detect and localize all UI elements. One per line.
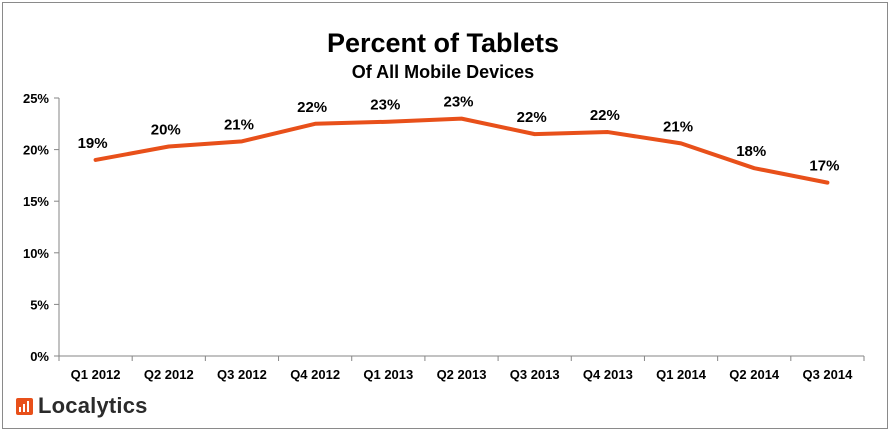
x-tick-label: Q4 2012 — [290, 367, 340, 382]
x-tick-label: Q2 2013 — [437, 367, 487, 382]
x-tick-label: Q2 2014 — [729, 367, 780, 382]
x-tick-label: Q2 2012 — [144, 367, 194, 382]
data-label: 22% — [517, 109, 547, 126]
y-tick-label: 5% — [30, 297, 49, 312]
data-label: 23% — [370, 97, 400, 114]
series-line — [93, 116, 830, 185]
data-label: 18% — [736, 143, 766, 160]
x-tick-label: Q1 2014 — [656, 367, 707, 382]
x-axis-tick-labels: Q1 2012 Q2 2012 Q3 2012 Q4 2012 Q1 2013 Q2 20… — [71, 367, 853, 382]
chart-frame — [2, 2, 888, 429]
chart-title: Percent of Tablets — [326, 28, 560, 58]
data-label: 19% — [78, 135, 108, 152]
x-tick-label: Q1 2013 — [363, 367, 413, 382]
y-tick-label: 10% — [23, 246, 49, 261]
chart-axes — [54, 97, 865, 361]
bar-chart-logo-icon — [16, 397, 33, 415]
series-layer — [93, 116, 830, 185]
data-label: 20% — [151, 122, 181, 139]
data-label: 21% — [663, 118, 693, 135]
data-label: 17% — [809, 158, 839, 175]
data-label: 21% — [224, 116, 254, 133]
data-labels: 19% 20% 21% 22% 23% 23% 22% 22% 21% 18% 17% — [78, 94, 840, 175]
y-tick-label: 25% — [23, 91, 49, 106]
data-label: 22% — [590, 107, 620, 124]
brand-logo: Localytics — [16, 393, 148, 419]
chart-subtitle: Of All Mobile Devices — [351, 62, 535, 82]
x-tick-label: Q3 2012 — [217, 367, 267, 382]
data-label: 22% — [297, 99, 327, 116]
x-tick-label: Q1 2012 — [71, 367, 121, 382]
x-tick-label: Q3 2014 — [802, 367, 853, 382]
y-tick-label: 0% — [30, 349, 49, 364]
x-tick-label: Q3 2013 — [510, 367, 560, 382]
y-tick-label: 20% — [23, 143, 49, 158]
y-tick-label: 15% — [23, 194, 49, 209]
y-axis-tick-labels: 0% 5% 10% 15% 20% 25% — [23, 91, 49, 364]
brand-name: Localytics — [38, 393, 148, 418]
x-tick-label: Q4 2013 — [583, 367, 633, 382]
data-label: 23% — [443, 94, 473, 111]
